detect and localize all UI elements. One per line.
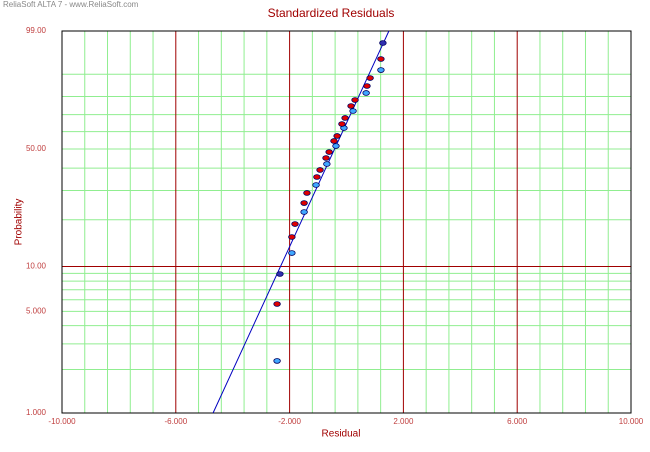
x-axis-label: Residual bbox=[322, 429, 361, 440]
data-point bbox=[366, 75, 374, 81]
y-axis-label: Probability bbox=[14, 199, 25, 246]
x-tick-label: -6.000 bbox=[164, 417, 187, 426]
y-tick-label: 1.000 bbox=[26, 408, 47, 417]
data-point bbox=[291, 221, 299, 227]
fit-line bbox=[212, 30, 390, 414]
x-tick-label: 6.000 bbox=[507, 417, 528, 426]
x-tick-label: 10.000 bbox=[619, 417, 644, 426]
x-tick-label: -2.000 bbox=[278, 417, 301, 426]
data-point bbox=[313, 174, 321, 180]
data-point bbox=[303, 190, 311, 196]
data-point bbox=[349, 108, 357, 114]
data-point bbox=[362, 90, 370, 96]
data-point bbox=[273, 358, 281, 364]
data-point bbox=[300, 200, 308, 206]
y-tick-label: 5.000 bbox=[26, 306, 47, 315]
data-point bbox=[300, 209, 308, 215]
y-tick-label: 50.00 bbox=[26, 144, 47, 153]
data-point bbox=[288, 250, 296, 256]
data-point bbox=[377, 56, 385, 62]
data-point bbox=[351, 97, 359, 103]
data-point bbox=[377, 67, 385, 73]
data-point bbox=[322, 155, 330, 161]
data-point bbox=[338, 121, 346, 127]
data-point bbox=[276, 271, 284, 277]
chart-title: Standardized Residuals bbox=[268, 6, 395, 20]
x-tick-label: -10.000 bbox=[48, 417, 76, 426]
data-point bbox=[273, 301, 281, 307]
data-point bbox=[347, 103, 355, 109]
data-point bbox=[330, 138, 338, 144]
data-point bbox=[363, 83, 371, 89]
data-point bbox=[323, 161, 331, 167]
data-point bbox=[288, 234, 296, 240]
data-point bbox=[316, 167, 324, 173]
data-point bbox=[325, 149, 333, 155]
data-point bbox=[312, 182, 320, 188]
x-tick-label: 2.000 bbox=[393, 417, 414, 426]
watermark: ReliaSoft ALTA 7 - www.ReliaSoft.com bbox=[3, 0, 139, 9]
y-tick-label: 99.00 bbox=[26, 26, 47, 35]
data-point bbox=[333, 133, 341, 139]
data-point bbox=[379, 40, 387, 46]
y-tick-label: 10.00 bbox=[26, 262, 47, 271]
plot-border bbox=[61, 30, 632, 414]
data-point bbox=[332, 143, 340, 149]
data-point bbox=[341, 115, 349, 121]
